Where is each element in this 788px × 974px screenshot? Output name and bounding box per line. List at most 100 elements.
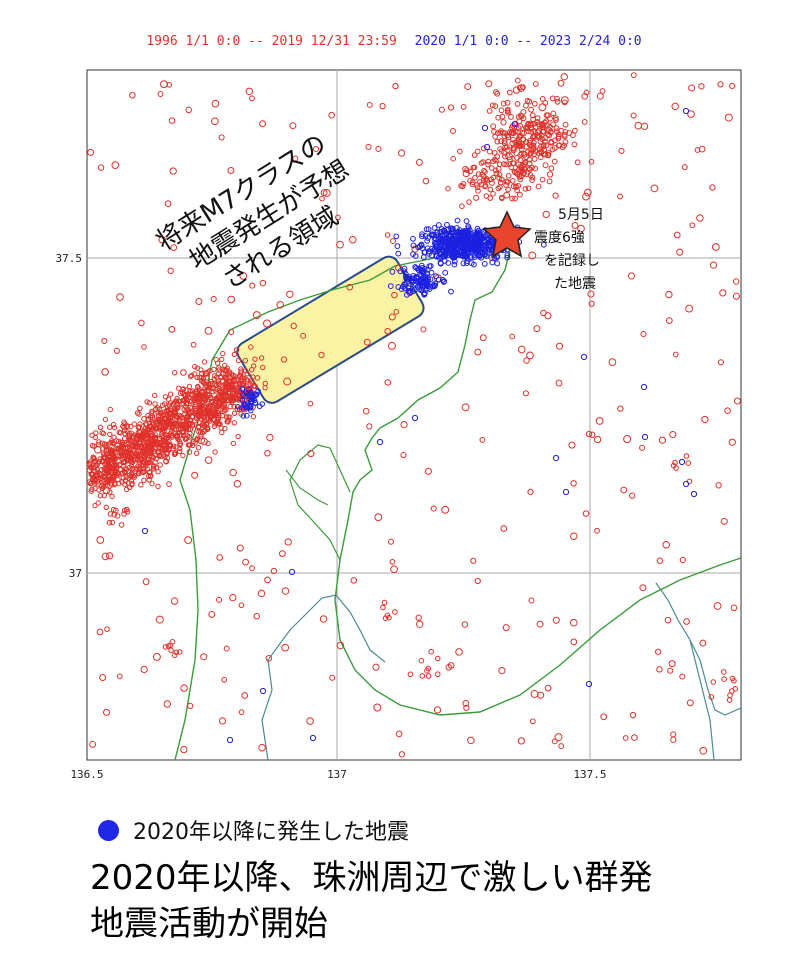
- red-quake-marker: [486, 148, 493, 155]
- blue-quake-marker: [412, 264, 419, 270]
- red-quake-marker: [242, 357, 249, 364]
- red-quake-marker: [503, 161, 510, 168]
- red-quake-marker: [242, 368, 249, 374]
- red-quake-marker: [211, 423, 218, 430]
- period-legend: 1996 1/1 0:0 -- 2019 12/31 23:59 2020 1/…: [0, 34, 788, 49]
- blue-quake-marker: [433, 253, 440, 260]
- red-quake-marker: [136, 465, 143, 472]
- red-quake-marker: [176, 385, 182, 391]
- red-quake-marker: [102, 416, 109, 423]
- red-quake-marker: [455, 648, 463, 656]
- red-quake-marker: [539, 96, 546, 102]
- red-quake-marker: [434, 655, 441, 662]
- legend-label: 2020年以降に発生した地震: [133, 820, 409, 845]
- red-quake-marker: [729, 675, 736, 682]
- red-quake-marker: [656, 557, 663, 564]
- red-quake-marker: [126, 464, 133, 471]
- headline: 2020年以降、珠洲周辺で激しい群発 地震活動が開始: [90, 855, 653, 947]
- red-quake-marker: [155, 483, 161, 490]
- red-quake-marker: [216, 554, 224, 561]
- blue-quake-marker: [435, 235, 442, 242]
- red-quake-marker: [219, 429, 225, 436]
- red-quake-marker: [123, 474, 129, 480]
- blue-quake-marker: [394, 243, 401, 250]
- epicenter-callout: 5月5日 震度6強 を記録し た地震: [524, 204, 630, 296]
- red-quake-marker: [366, 101, 373, 108]
- red-quake-marker: [224, 376, 230, 382]
- red-quake-marker: [672, 351, 679, 358]
- blue-quake-marker: [682, 480, 690, 488]
- red-quake-marker: [676, 248, 684, 256]
- red-quake-marker: [529, 177, 535, 183]
- blue-quake-marker: [239, 397, 246, 404]
- red-quake-marker: [529, 112, 536, 119]
- red-quake-marker: [212, 449, 218, 455]
- red-quake-marker: [715, 482, 722, 489]
- red-quake-marker: [94, 466, 100, 473]
- red-quake-marker: [548, 165, 555, 172]
- red-quake-marker: [509, 333, 516, 340]
- red-quake-marker: [528, 251, 537, 260]
- red-quake-marker: [153, 465, 160, 471]
- red-quake-marker: [87, 148, 95, 156]
- red-quake-marker: [146, 444, 152, 450]
- red-quake-marker: [535, 132, 542, 139]
- red-quake-marker: [569, 618, 578, 627]
- red-quake-marker: [121, 419, 127, 425]
- blue-quake-marker: [244, 392, 250, 399]
- red-quake-marker: [91, 456, 97, 462]
- red-quake-marker: [517, 112, 524, 119]
- red-quake-marker: [570, 480, 577, 487]
- red-quake-marker: [491, 128, 497, 135]
- red-quake-marker: [194, 450, 200, 456]
- blue-quake-marker: [463, 218, 470, 225]
- red-quake-marker: [681, 164, 688, 171]
- blue-quake-marker: [419, 282, 426, 289]
- red-quake-marker: [104, 448, 110, 454]
- red-quake-marker: [552, 616, 560, 624]
- red-quake-marker: [101, 478, 107, 485]
- red-quake-marker: [97, 164, 105, 171]
- red-quake-marker: [557, 79, 565, 87]
- red-quake-marker: [211, 366, 217, 373]
- red-quake-marker: [88, 488, 94, 494]
- red-quake-marker: [141, 344, 147, 350]
- red-quake-marker: [280, 356, 288, 363]
- red-quake-marker: [487, 186, 494, 193]
- red-quake-marker: [587, 290, 595, 298]
- red-quake-marker: [228, 395, 234, 401]
- red-quake-marker: [428, 648, 435, 655]
- red-quake-marker: [201, 414, 207, 421]
- red-quake-marker: [438, 106, 445, 113]
- red-quake-marker: [473, 194, 480, 201]
- red-quake-marker: [521, 130, 527, 137]
- red-quake-marker: [149, 481, 155, 487]
- red-quake-marker: [138, 482, 144, 488]
- red-quake-marker: [166, 419, 173, 426]
- blue-quake-marker: [432, 243, 439, 249]
- blue-quake-marker: [240, 413, 247, 419]
- red-quake-marker: [445, 664, 453, 671]
- red-quake-marker: [171, 652, 178, 659]
- red-quake-marker: [373, 703, 382, 712]
- red-quake-marker: [276, 300, 284, 309]
- x-tick-137-5: 137.5: [573, 768, 606, 781]
- red-quake-marker: [372, 663, 380, 671]
- blue-quake-marker: [393, 233, 400, 240]
- red-quake-marker: [479, 436, 486, 443]
- red-quake-marker: [107, 511, 114, 517]
- red-quake-marker: [665, 317, 673, 324]
- red-quake-marker: [424, 467, 432, 475]
- red-quake-marker: [384, 612, 391, 619]
- blue-quake-marker: [468, 245, 475, 252]
- red-quake-marker: [200, 653, 208, 661]
- red-quake-marker: [167, 391, 174, 397]
- red-quake-marker: [162, 394, 169, 400]
- blue-quake-marker: [457, 229, 464, 236]
- red-quake-marker: [180, 452, 186, 459]
- red-quake-marker: [312, 145, 320, 153]
- red-quake-marker: [555, 131, 562, 138]
- red-quake-marker: [119, 450, 126, 456]
- red-quake-marker: [202, 409, 208, 415]
- red-quake-marker: [555, 379, 563, 387]
